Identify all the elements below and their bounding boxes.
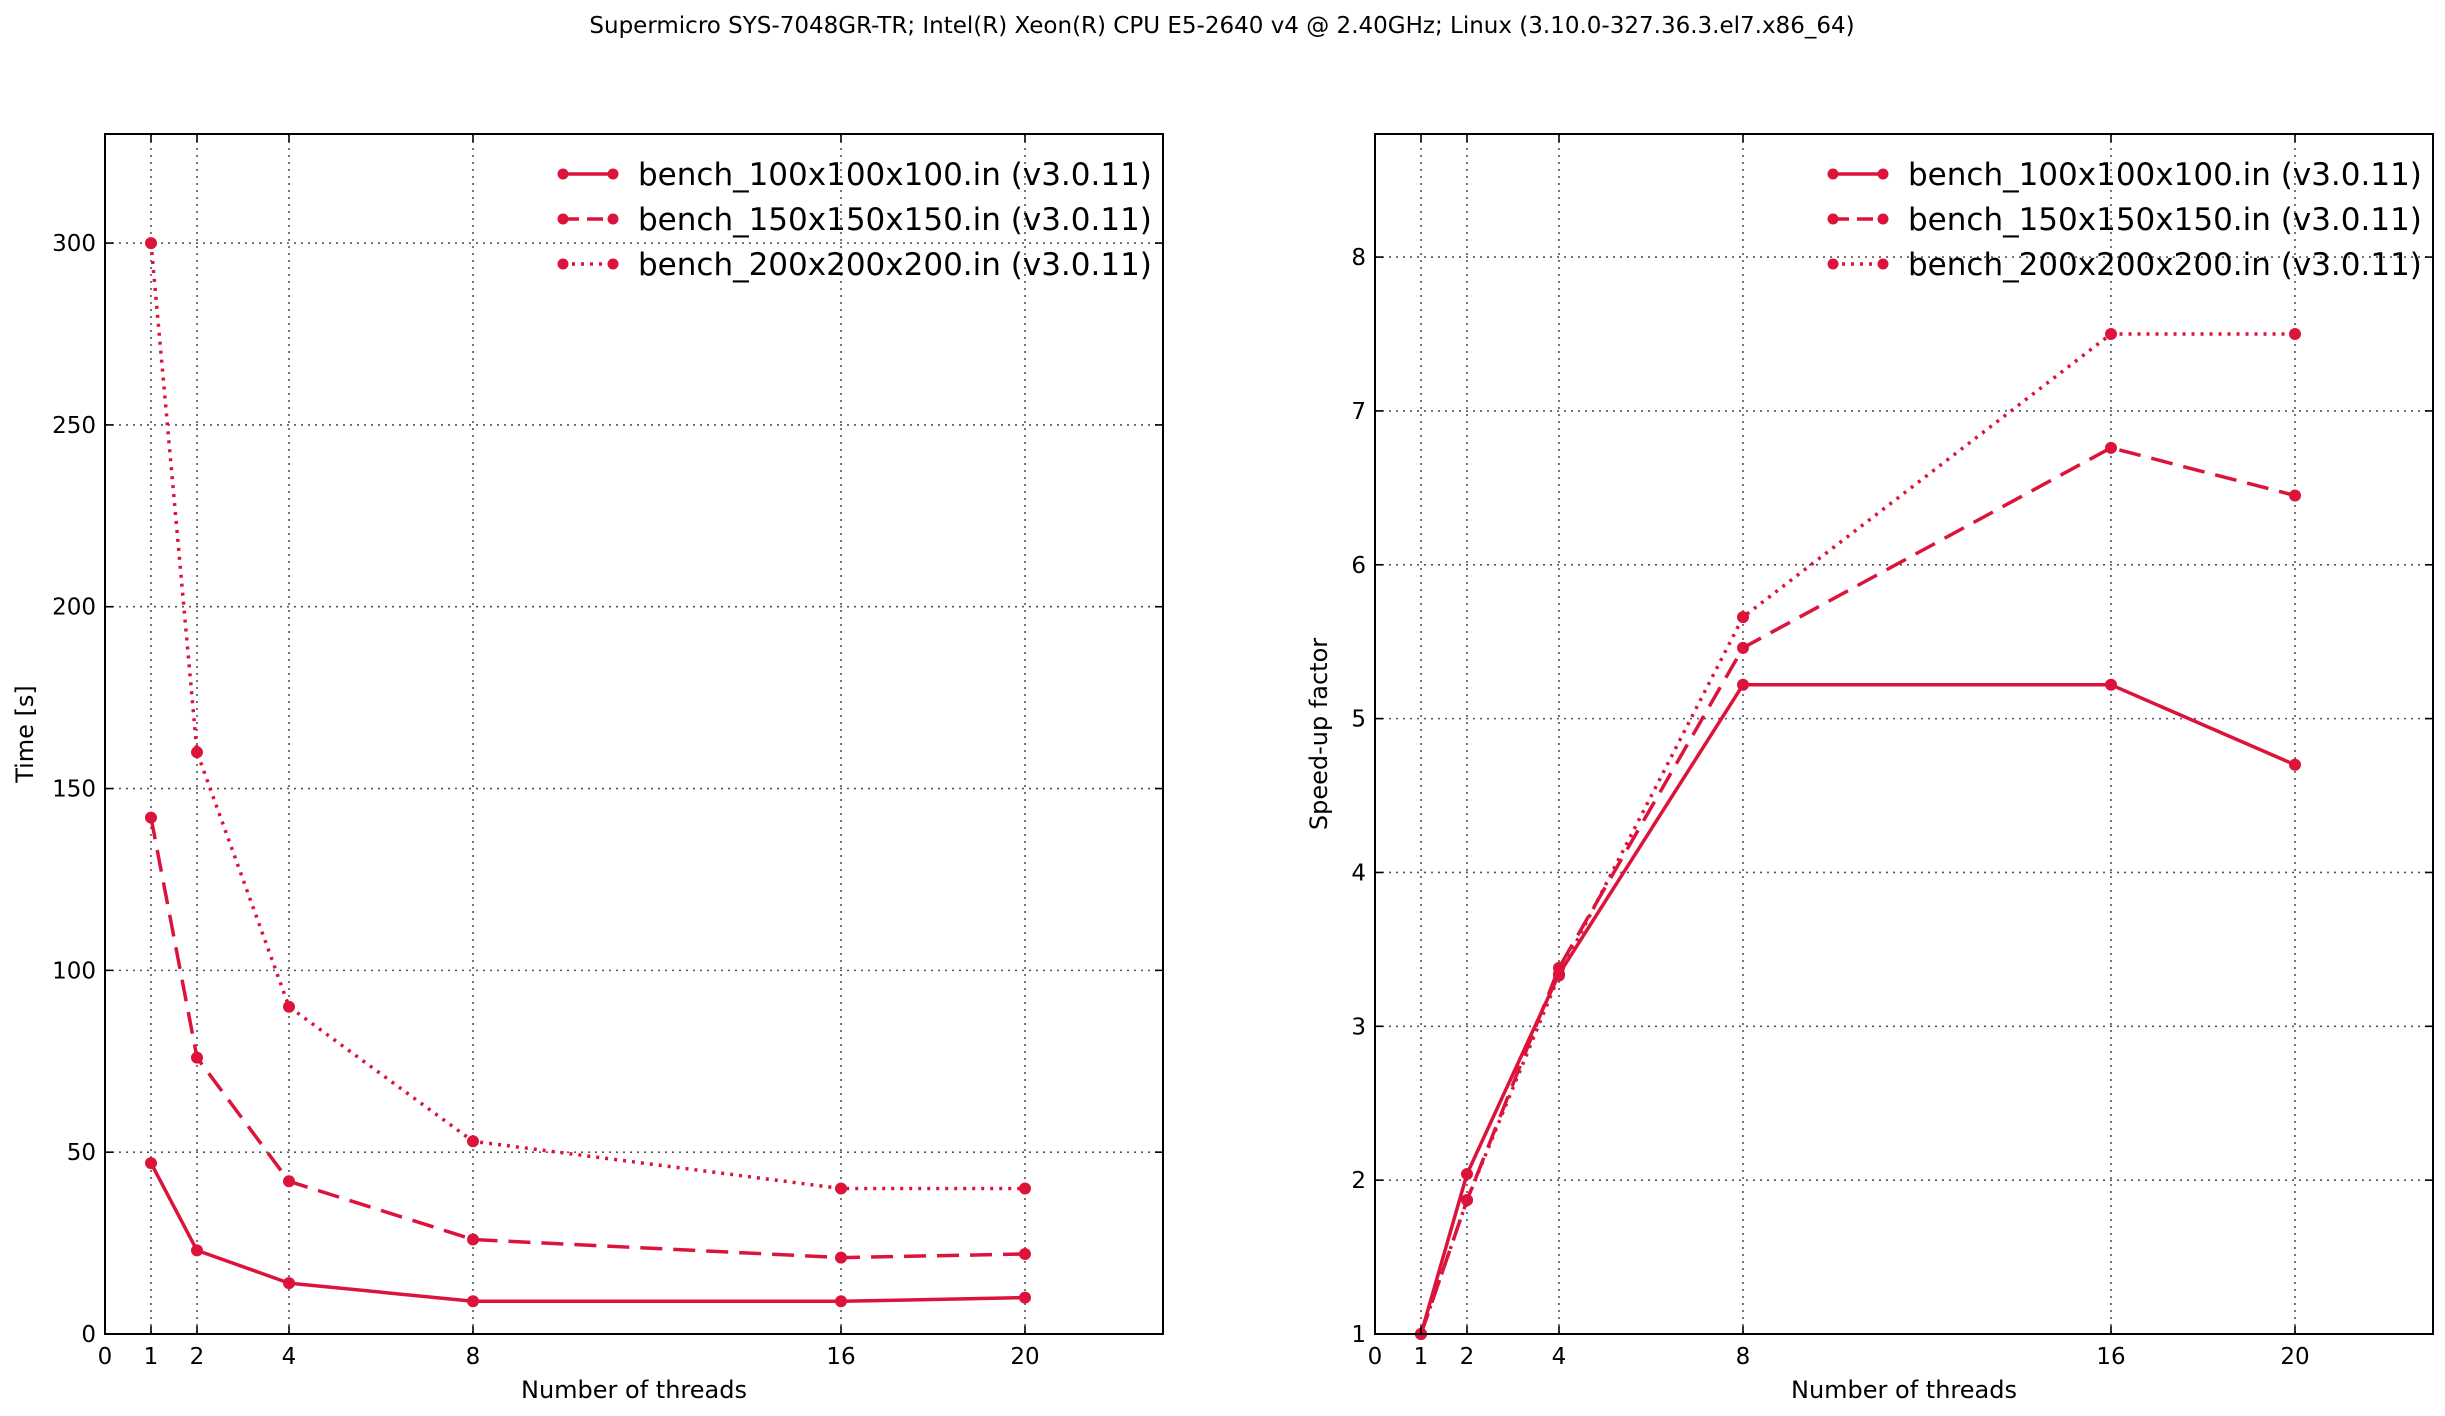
data-point — [2289, 489, 2301, 502]
x-tick-label: 2 — [190, 1344, 205, 1370]
y-tick-label: 7 — [1351, 399, 1366, 425]
x-tick-label: 1 — [1414, 1344, 1429, 1370]
data-point — [283, 1277, 295, 1290]
y-tick-label: 6 — [1351, 553, 1366, 579]
legend: bench_100x100x100.in (v3.0.11) bench_150x… — [557, 157, 1152, 283]
legend-marker — [607, 168, 619, 180]
data-point — [1019, 1182, 1031, 1195]
x-tick-label: 4 — [1552, 1344, 1567, 1370]
data-point — [145, 811, 157, 824]
data-point — [191, 746, 203, 759]
y-tick-label: 300 — [52, 231, 96, 257]
data-point — [1737, 611, 1749, 624]
data-point — [1553, 969, 1565, 982]
data-point — [2289, 328, 2301, 340]
legend-marker — [557, 168, 569, 180]
data-point — [2105, 328, 2117, 340]
y-tick-label: 3 — [1351, 1014, 1366, 1040]
x-tick-label: 1 — [144, 1344, 159, 1370]
x-tick-label: 2 — [1460, 1344, 1475, 1370]
x-tick-label: 20 — [2280, 1344, 2309, 1370]
data-point — [1737, 678, 1749, 691]
y-tick-label: 250 — [52, 413, 96, 439]
series-line-1 — [1419, 683, 2296, 1335]
data-point — [283, 1175, 295, 1188]
data-point — [2289, 758, 2301, 771]
y-tick-label: 200 — [52, 595, 96, 621]
data-point — [145, 237, 157, 250]
data-point — [467, 1233, 479, 1246]
legend-label-1: bench_100x100x100.in (v3.0.11) — [1908, 157, 2422, 193]
figure-title: Supermicro SYS-7048GR-TR; Intel(R) Xeon(… — [589, 13, 1854, 39]
data-point — [283, 1000, 295, 1013]
x-tick-label: 16 — [826, 1344, 855, 1370]
data-point — [1019, 1291, 1031, 1304]
legend-label-3: bench_200x200x200.in (v3.0.11) — [1908, 247, 2422, 283]
data-point — [467, 1295, 479, 1308]
data-point — [2105, 441, 2117, 454]
series-line-2 — [1419, 446, 2296, 1335]
data-point — [835, 1295, 847, 1308]
data-point — [2105, 678, 2117, 691]
data-point — [145, 1157, 157, 1170]
y-tick-label: 8 — [1351, 245, 1366, 271]
x-axis-label: Number of threads — [1791, 1376, 2017, 1404]
legend-marker — [607, 258, 619, 270]
y-tick-label: 2 — [1351, 1168, 1366, 1194]
data-point — [467, 1135, 479, 1148]
y-tick-label: 150 — [52, 777, 96, 803]
x-tick-label: 8 — [466, 1344, 481, 1370]
x-tick-label: 16 — [2096, 1344, 2125, 1370]
legend-marker — [1877, 213, 1889, 225]
data-point — [1461, 1194, 1473, 1207]
legend: bench_100x100x100.in (v3.0.11) bench_150x… — [1827, 157, 2422, 283]
legend-marker — [557, 213, 569, 225]
legend-marker — [1827, 168, 1839, 180]
series-line-3 — [149, 242, 1025, 1191]
x-tick-label: 20 — [1010, 1344, 1039, 1370]
data-point — [835, 1251, 847, 1264]
x-tick-label: 8 — [1736, 1344, 1751, 1370]
y-axis-label: Time [s] — [11, 685, 39, 784]
legend-label-2: bench_150x150x150.in (v3.0.11) — [638, 202, 1152, 238]
series-line-1 — [149, 1162, 1026, 1304]
data-point — [191, 1051, 203, 1064]
y-tick-label: 50 — [67, 1140, 96, 1166]
legend-marker — [1827, 213, 1839, 225]
data-point — [835, 1182, 847, 1195]
plot-frame — [1374, 133, 2434, 1335]
y-tick-label: 1 — [1351, 1322, 1366, 1348]
legend-marker — [1877, 258, 1889, 270]
plot-frame — [104, 133, 1164, 1335]
data-point — [1019, 1248, 1031, 1260]
y-tick-label: 0 — [81, 1322, 96, 1348]
y-tick-label: 4 — [1351, 860, 1366, 886]
x-tick-label: 0 — [98, 1344, 113, 1370]
y-tick-label: 100 — [52, 958, 96, 984]
legend-label-3: bench_200x200x200.in (v3.0.11) — [638, 247, 1152, 283]
legend-marker — [1827, 258, 1839, 270]
data-point — [1461, 1168, 1473, 1180]
series-line-2 — [149, 817, 1026, 1260]
legend-label-1: bench_100x100x100.in (v3.0.11) — [638, 157, 1152, 193]
y-tick-label: 5 — [1351, 707, 1366, 733]
x-axis-label: Number of threads — [521, 1376, 747, 1404]
y-axis-label: Speed-up factor — [1305, 638, 1333, 830]
legend-marker — [1877, 168, 1889, 180]
legend-label-2: bench_150x150x150.in (v3.0.11) — [1908, 202, 2422, 238]
data-point — [1737, 641, 1749, 654]
x-tick-label: 0 — [1368, 1344, 1383, 1370]
x-tick-label: 4 — [282, 1344, 297, 1370]
data-point — [191, 1244, 203, 1257]
series-line-3 — [1419, 332, 2295, 1335]
legend-marker — [607, 213, 619, 225]
legend-marker — [557, 258, 569, 270]
